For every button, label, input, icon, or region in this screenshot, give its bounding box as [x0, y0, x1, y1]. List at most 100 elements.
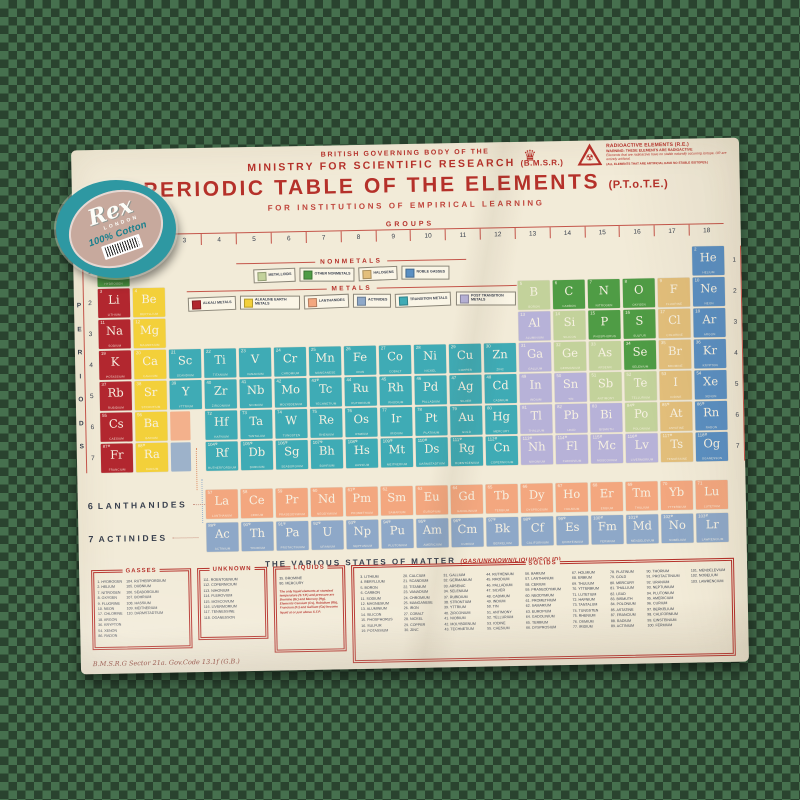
unknown-title: UNKNOWN — [209, 565, 255, 573]
element-Es: 99☢ Es EINSTEINIUM — [556, 515, 589, 546]
element-Te: 52 Te TELLURIUM — [624, 371, 657, 401]
element-La: 57 La LANTHANUM — [205, 489, 239, 519]
element-Ga: 31 Ga GALLIUM — [518, 342, 552, 372]
element-Fe: 26 Fe IRON — [343, 345, 377, 376]
element-Rf: 104☢ Rf RUTHERFORDIUM — [205, 441, 239, 471]
element-Mc: 115☢ Mc MOSCOVIUM — [590, 433, 624, 464]
element-Ac: 89☢ Ac ACTINIUM — [206, 522, 239, 552]
element-Cf: 98☢ Cf CALIFORNIUM — [521, 516, 554, 546]
element-Co: 27 Co COBALT — [378, 344, 412, 375]
cotton-sticker: Rex LONDON 100% Cotton — [56, 177, 176, 281]
group-15: 15 — [584, 225, 620, 238]
element-Se: 34 Se SELENIUM — [623, 340, 657, 370]
element-Hf: 72 Hf HAFNIUM — [205, 410, 238, 440]
liquids-title: LIQUIDS — [290, 564, 328, 571]
group-18: 18 — [688, 223, 724, 236]
period-5: 5 — [89, 393, 94, 401]
actinides-label: 7 ACTINIDES — [88, 532, 199, 544]
liquids-note: The only liquid elements at standard tem… — [279, 588, 339, 615]
element-Ti: 22 Ti TITANIUM — [203, 348, 237, 378]
element-Si: 14 Si SILICON — [553, 310, 586, 341]
period-3: 3 — [88, 331, 93, 339]
element-Ge: 32 Ge GERMANIUM — [553, 341, 587, 372]
element-Ts: 117☢ Ts TENNESSINE — [660, 432, 694, 463]
element-Cs: 55 Cs CAESIUM — [100, 412, 133, 442]
element-Zn: 30 Zn ZINC — [483, 342, 517, 373]
element-Au: 79 Au GOLD — [450, 405, 483, 436]
element-Tc: 43☢ Tc TECHNETIUM — [309, 377, 342, 407]
element-Os: 76 Os OSMIUM — [345, 407, 378, 438]
element-Pr: 59 Pr PRASEODYMIUM — [275, 487, 309, 518]
element-Ru: 44 Ru RUTHENIUM — [344, 376, 377, 407]
element-W: 74 W TUNGSTEN — [275, 408, 308, 439]
element-In: 49 In INDIUM — [519, 373, 552, 403]
element-Fr: 87☢ Fr FRANCIUM — [100, 443, 134, 473]
period-6: 6 — [90, 424, 95, 432]
element-Ho: 67 Ho HOLMIUM — [555, 482, 589, 513]
element-Cd: 48 Cd CADMIUM — [484, 373, 517, 404]
element-Bh: 107☢ Bh BOHRIUM — [310, 439, 344, 469]
title-abbr: (P.T.o.T.E.) — [608, 178, 669, 192]
group-5: 5 — [235, 232, 272, 245]
element-Ba: 56 Ba BARIUM — [135, 411, 168, 442]
element-Pt: 78 Pt PLATINUM — [415, 406, 448, 436]
group-13: 13 — [514, 227, 550, 239]
element-Fm: 100☢ Fm FERMIUM — [591, 514, 624, 545]
element-Lr: 103☢ Lr LAWRENCIUM — [696, 512, 729, 543]
element-Mt: 109☢ Mt MEITNERIUM — [380, 437, 414, 468]
list-item: 110. DARMSTADTIUM — [126, 611, 164, 616]
element-Og: 118☢ Og OGANESSON — [695, 431, 729, 462]
unknown-list: 111. ROENTGENIUM 112. COPERNICIUM 113. NIH… — [203, 577, 238, 621]
element-Sn: 50 Sn TIN — [554, 372, 587, 403]
element-Ni: 28 Ni NICKEL — [413, 344, 447, 374]
element-Gd: 64 Gd GADOLINIUM — [450, 484, 484, 515]
element-Bi: 83 Bi BISMUTH — [589, 402, 623, 433]
element-Cl: 17 Cl CHLORINE — [658, 308, 691, 339]
period-2: 2 — [732, 287, 737, 295]
period-3: 3 — [733, 318, 738, 326]
element-Mg: 12 Mg MAGNESIUM — [133, 318, 166, 349]
groups-axis: GROUPS 123456789101112131415161718 — [96, 215, 724, 247]
lanthanide-placeholder — [170, 411, 191, 441]
radioactive-warning: ☢ RADIOACTIVE ELEMENTS (R.E.) WARNING: T… — [577, 141, 735, 167]
gasses-title: GASSES — [122, 567, 160, 575]
element-Db: 105☢ Db DUBNIUM — [240, 440, 274, 471]
element-Re: 75 Re RHENIUM — [310, 408, 343, 438]
element-B: 5 B BORON — [517, 280, 551, 310]
group-6: 6 — [270, 231, 306, 244]
element-N: 7 N NITROGEN — [587, 278, 621, 309]
element-Zr: 40 Zr ZIRCONIUM — [204, 379, 238, 409]
element-I: 53 I IODINE — [659, 370, 692, 401]
element-Nd: 60 Nd NEODYMIUM — [310, 487, 344, 517]
list-item: 80. MERCURY — [279, 581, 304, 586]
period-7: 7 — [735, 442, 740, 450]
element-O: 8 O OXYGEN — [622, 278, 656, 308]
element-Ir: 77 Ir IRIDIUM — [380, 406, 413, 437]
element-Sr: 38 Sr STRONTIUM — [134, 380, 168, 411]
element-Tl: 81 Tl THALLIUM — [519, 404, 553, 434]
solids-column-6: 67. HOLMIUM 68. ERBIUM 69. THULIUM 70. YTTE… — [571, 570, 599, 629]
actinide-placeholder — [170, 442, 192, 472]
group-14: 14 — [549, 226, 585, 239]
element-U: 92☢ U URANIUM — [311, 520, 344, 550]
element-Pu: 94☢ Pu PLUTONIUM — [381, 518, 414, 549]
group-17: 17 — [653, 224, 689, 237]
element-Fl: 114☢ Fl FLEROVIUM — [555, 434, 589, 465]
element-Am: 95☢ Am AMERICIUM — [416, 518, 449, 548]
element-Cn: 112☢ Cn COPERNICIUM — [485, 435, 519, 466]
periods-right: 1 2 3 4 5 6 7 — [727, 245, 746, 461]
element-Xe: 54 Xe XENON — [694, 369, 727, 400]
element-Pm: 61☢ Pm PROMETHIUM — [345, 486, 379, 517]
element-Po: 84☢ Po POLONIUM — [624, 402, 658, 432]
group-4: 4 — [201, 233, 237, 245]
element-Cu: 29 Cu COPPER — [448, 343, 482, 374]
element-Tm: 69 Tm THULIUM — [625, 481, 659, 511]
solids-title: SOLIDS — [525, 559, 560, 567]
element-He: 2 He HELIUM — [691, 245, 725, 276]
element-Sb: 51 Sb ANTIMONY — [589, 371, 622, 402]
solids-box: SOLIDS 3. LITHIUM 4. BERYLLIUM 5. BORON 6. … — [351, 557, 736, 664]
element-Tb: 65 Tb TERBIUM — [485, 483, 519, 514]
element-Dy: 66 Dy DYSPROSIUM — [520, 483, 554, 513]
element-Sm: 62 Sm SAMARIUM — [380, 485, 414, 516]
